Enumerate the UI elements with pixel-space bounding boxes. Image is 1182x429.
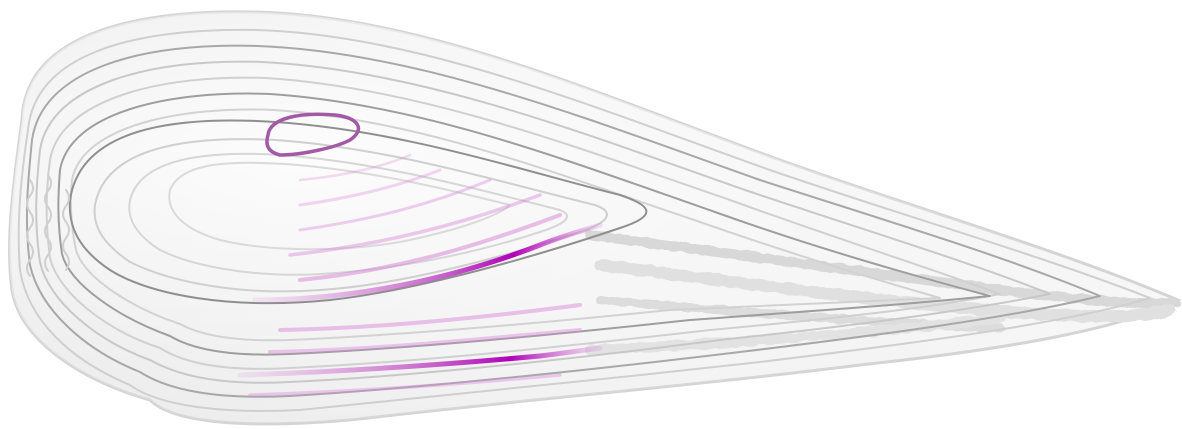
accent-line-faint xyxy=(298,178,492,232)
contour-line xyxy=(45,76,1001,370)
contour-line xyxy=(35,60,1051,384)
accent-line-faint xyxy=(298,153,412,182)
contour-line xyxy=(17,28,1151,412)
accent-line-faint xyxy=(298,168,442,207)
contour-line xyxy=(68,119,648,305)
accent-line-faint xyxy=(248,373,562,397)
accent-line xyxy=(252,222,603,303)
contour-line xyxy=(25,44,1101,398)
accent-line-faint xyxy=(298,213,562,282)
accent-strokes xyxy=(237,153,603,397)
shell-highlight xyxy=(9,11,1178,424)
accent-line-faint xyxy=(268,328,582,354)
contour-line xyxy=(168,161,511,251)
contour-line xyxy=(57,92,991,356)
accent-line-faint xyxy=(278,303,582,332)
accent-line xyxy=(237,345,603,378)
edge-ripples xyxy=(26,174,70,277)
peak-ring xyxy=(265,112,361,157)
accent-line-faint xyxy=(288,193,542,257)
